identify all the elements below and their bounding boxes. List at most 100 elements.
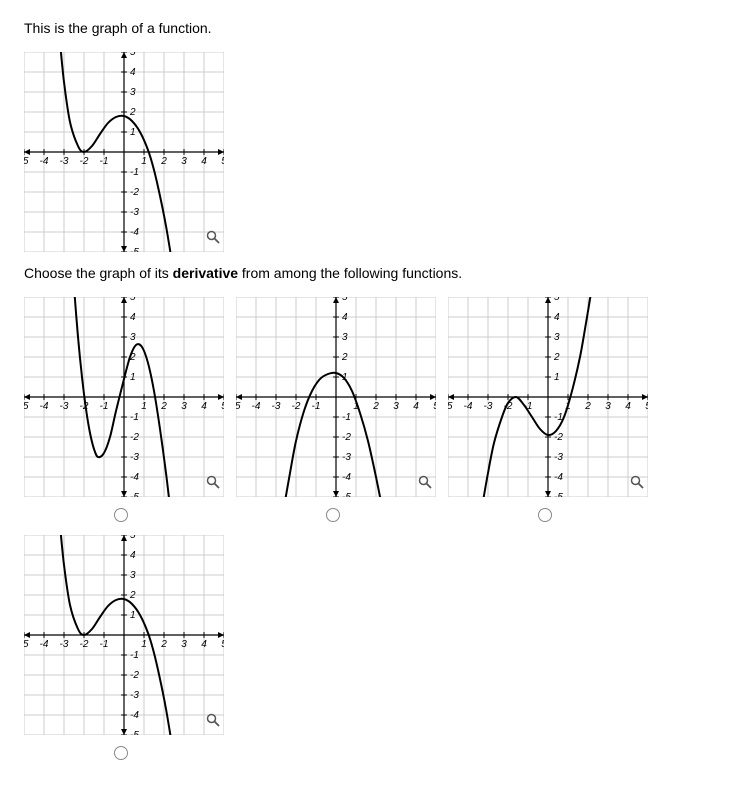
choose-text: Choose the graph of its derivative from … <box>24 265 726 281</box>
svg-text:-3: -3 <box>130 452 139 463</box>
svg-text:2: 2 <box>584 401 591 412</box>
magnify-icon[interactable] <box>206 475 220 489</box>
svg-text:-1: -1 <box>130 412 139 423</box>
svg-text:-1: -1 <box>130 650 139 661</box>
main-function-graph: -5-4-3-2-112345-5-4-3-2-112345 <box>24 52 224 252</box>
option-d-radio[interactable] <box>24 746 236 763</box>
magnify-icon[interactable] <box>206 230 220 244</box>
svg-text:4: 4 <box>130 312 136 323</box>
svg-text:-1: -1 <box>100 156 109 167</box>
svg-text:3: 3 <box>342 332 348 343</box>
options-row-2: -5-4-3-2-112345-5-4-3-2-112345 <box>24 531 726 769</box>
svg-text:4: 4 <box>554 312 560 323</box>
options-row-1: -5-4-3-2-112345-5-4-3-2-112345 -5-4-3-2-… <box>24 293 726 531</box>
option-b-graph[interactable]: -5-4-3-2-112345-5-4-3-2-112345 <box>236 297 436 497</box>
svg-text:-3: -3 <box>60 156 69 167</box>
svg-text:-5: -5 <box>130 492 139 497</box>
svg-text:-2: -2 <box>130 432 139 443</box>
svg-text:5: 5 <box>433 401 436 412</box>
svg-text:3: 3 <box>605 401 611 412</box>
svg-text:2: 2 <box>160 401 167 412</box>
svg-text:-2: -2 <box>130 670 139 681</box>
intro-text: This is the graph of a function. <box>24 20 726 36</box>
svg-text:4: 4 <box>130 550 136 561</box>
magnify-icon[interactable] <box>630 475 644 489</box>
svg-text:2: 2 <box>160 156 167 167</box>
option-a-radio[interactable] <box>24 508 236 525</box>
svg-text:4: 4 <box>413 401 419 412</box>
svg-text:-5: -5 <box>448 401 453 412</box>
svg-text:1: 1 <box>130 127 136 138</box>
svg-text:1: 1 <box>554 372 560 383</box>
svg-text:-1: -1 <box>342 412 351 423</box>
svg-text:-5: -5 <box>24 156 29 167</box>
svg-text:3: 3 <box>554 332 560 343</box>
svg-text:5: 5 <box>130 52 136 58</box>
svg-text:-1: -1 <box>312 401 321 412</box>
svg-text:-3: -3 <box>60 639 69 650</box>
svg-text:3: 3 <box>181 401 187 412</box>
svg-text:2: 2 <box>341 352 348 363</box>
svg-text:5: 5 <box>221 639 224 650</box>
svg-text:-3: -3 <box>130 207 139 218</box>
option-c-svg: -5-4-3-2-112345-5-4-3-2-112345 <box>448 297 648 497</box>
svg-text:-2: -2 <box>292 401 301 412</box>
option-b-radio[interactable] <box>236 508 448 525</box>
svg-text:-3: -3 <box>342 452 351 463</box>
option-c-graph[interactable]: -5-4-3-2-112345-5-4-3-2-112345 <box>448 297 648 497</box>
svg-text:5: 5 <box>221 401 224 412</box>
option-b-svg: -5-4-3-2-112345-5-4-3-2-112345 <box>236 297 436 497</box>
svg-text:-1: -1 <box>100 401 109 412</box>
choose-bold: derivative <box>173 265 238 281</box>
svg-text:-4: -4 <box>342 472 351 483</box>
magnify-icon[interactable] <box>206 713 220 727</box>
svg-text:1: 1 <box>130 610 136 621</box>
svg-text:-4: -4 <box>40 401 49 412</box>
option-a-graph[interactable]: -5-4-3-2-112345-5-4-3-2-112345 <box>24 297 224 497</box>
svg-text:-4: -4 <box>252 401 261 412</box>
svg-text:-4: -4 <box>464 401 473 412</box>
svg-text:4: 4 <box>201 156 207 167</box>
svg-text:-5: -5 <box>130 247 139 252</box>
svg-text:-4: -4 <box>40 639 49 650</box>
svg-text:4: 4 <box>201 639 207 650</box>
svg-text:5: 5 <box>554 297 560 303</box>
svg-text:3: 3 <box>130 87 136 98</box>
svg-text:2: 2 <box>160 639 167 650</box>
svg-text:3: 3 <box>181 639 187 650</box>
svg-text:2: 2 <box>553 352 560 363</box>
option-a-svg: -5-4-3-2-112345-5-4-3-2-112345 <box>24 297 224 497</box>
option-d-svg: -5-4-3-2-112345-5-4-3-2-112345 <box>24 535 224 735</box>
svg-text:-2: -2 <box>554 432 563 443</box>
svg-text:4: 4 <box>625 401 631 412</box>
svg-text:5: 5 <box>645 401 648 412</box>
svg-text:-4: -4 <box>40 156 49 167</box>
svg-text:-5: -5 <box>130 730 139 735</box>
svg-text:-4: -4 <box>130 710 139 721</box>
svg-text:-5: -5 <box>554 492 563 497</box>
svg-text:1: 1 <box>141 639 147 650</box>
svg-text:3: 3 <box>393 401 399 412</box>
magnify-icon[interactable] <box>418 475 432 489</box>
svg-text:3: 3 <box>130 332 136 343</box>
svg-text:1: 1 <box>141 401 147 412</box>
svg-text:2: 2 <box>129 590 136 601</box>
svg-text:3: 3 <box>130 570 136 581</box>
svg-text:-2: -2 <box>80 639 89 650</box>
svg-text:-3: -3 <box>130 690 139 701</box>
svg-text:-5: -5 <box>24 639 29 650</box>
option-c-radio[interactable] <box>448 508 660 525</box>
svg-text:5: 5 <box>342 297 348 303</box>
svg-text:-5: -5 <box>24 401 29 412</box>
main-graph-svg: -5-4-3-2-112345-5-4-3-2-112345 <box>24 52 224 252</box>
svg-text:5: 5 <box>130 297 136 303</box>
svg-text:-1: -1 <box>130 167 139 178</box>
choose-pre: Choose the graph of its <box>24 265 173 281</box>
svg-text:-3: -3 <box>60 401 69 412</box>
svg-text:3: 3 <box>181 156 187 167</box>
svg-text:-2: -2 <box>80 156 89 167</box>
svg-text:4: 4 <box>342 312 348 323</box>
option-d-graph[interactable]: -5-4-3-2-112345-5-4-3-2-112345 <box>24 535 224 735</box>
svg-text:-3: -3 <box>272 401 281 412</box>
svg-text:-5: -5 <box>342 492 351 497</box>
